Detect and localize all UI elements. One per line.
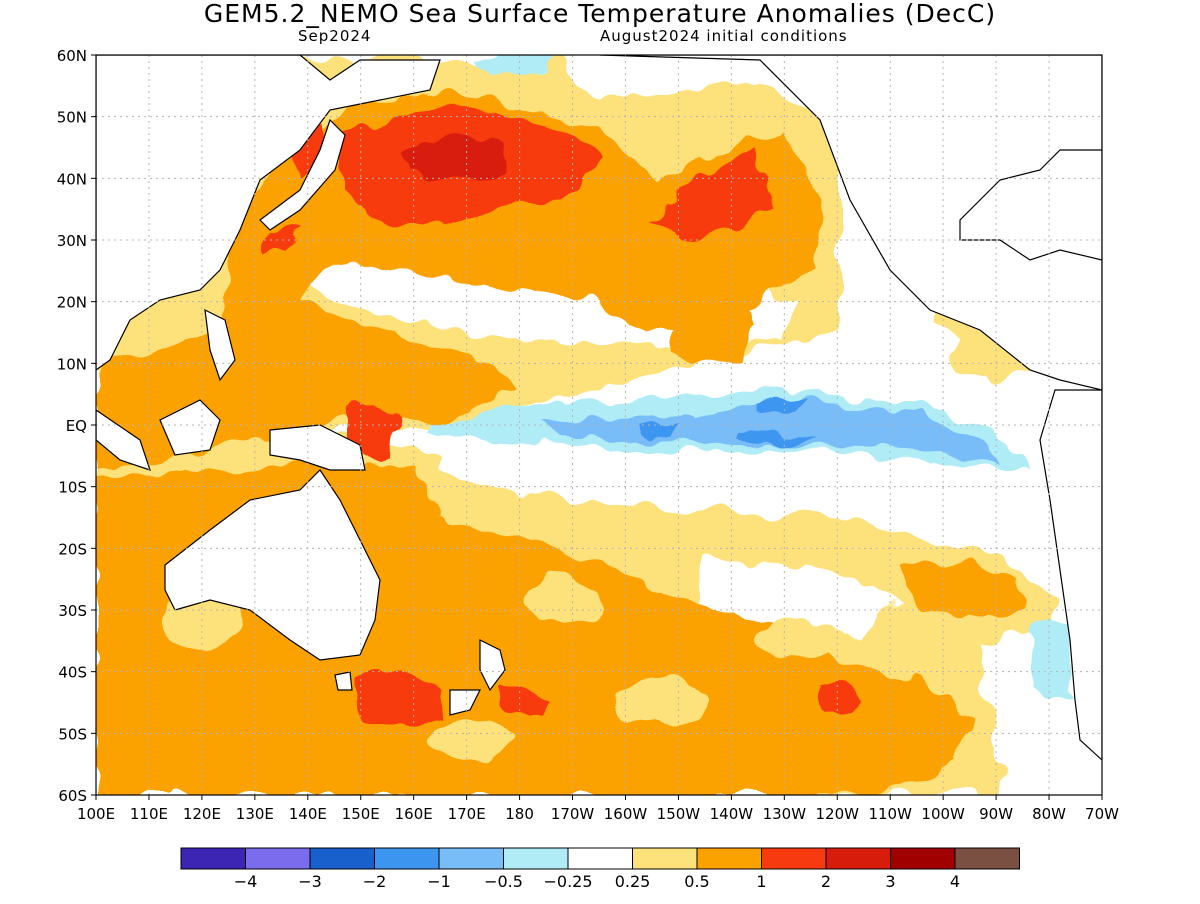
philippines (204, 308, 236, 382)
lat-tick-label: 30S (58, 602, 87, 620)
lon-tick-label: 150W (657, 805, 701, 823)
legend-label: 0.5 (684, 872, 709, 891)
asia-mainland (96, 55, 441, 371)
lat-tick-label: 20N (57, 294, 87, 312)
legend-swatch (309, 847, 375, 870)
lon-tick-label: 160W (604, 805, 648, 823)
legend-swatch (567, 847, 633, 870)
legend-label: −0.25 (543, 872, 592, 891)
lat-tick-label: 10N (57, 355, 87, 373)
legend-label: 3 (885, 872, 895, 891)
lon-tick-label: 150E (342, 805, 380, 823)
legend-label: 2 (821, 872, 831, 891)
south-america (1039, 389, 1102, 761)
legend-label: −2 (363, 872, 387, 891)
borneo (159, 399, 221, 456)
lon-tick-label: 110E (130, 805, 168, 823)
legend-label: −1 (427, 872, 451, 891)
map-title: GEM5.2_NEMO Sea Surface Temperature Anom… (203, 0, 997, 28)
lon-tick-label: 120E (183, 805, 221, 823)
legend-swatch (696, 847, 762, 870)
legend-label: −4 (234, 872, 258, 891)
lon-tick-label: 170E (448, 805, 486, 823)
lon-tick-label: 70W (1085, 805, 1119, 823)
australia (164, 469, 381, 661)
lon-tick-label: 140E (289, 805, 327, 823)
legend-label: 4 (950, 872, 960, 891)
legend-swatch (890, 847, 956, 870)
lat-tick-label: 50N (57, 109, 87, 127)
legend-label: 1 (756, 872, 766, 891)
lon-tick-label: 140W (710, 805, 754, 823)
legend-swatch (374, 847, 440, 870)
lat-tick-label: 40N (57, 170, 87, 188)
coastlines (96, 55, 1102, 761)
lon-tick-label: 100E (77, 805, 115, 823)
lon-tick-label: 130W (763, 805, 807, 823)
legend-label: −0.5 (484, 872, 523, 891)
legend-label: 0.25 (615, 872, 651, 891)
lat-tick-label: 50S (58, 725, 87, 743)
latitude-axis: 60N 50N 40N 30N 20N 10N EQ 10S 20S 30S 40S 50S 60S (57, 47, 96, 805)
legend-swatch (245, 847, 311, 870)
legend-swatch (503, 847, 569, 870)
legend-swatch (954, 847, 1020, 870)
new-guinea (269, 424, 366, 471)
lat-tick-label: 10S (58, 479, 87, 497)
new-zealand-south (449, 689, 481, 716)
japan (259, 118, 346, 231)
lon-tick-label: 120W (816, 805, 860, 823)
lat-tick-label: EQ (66, 417, 87, 435)
initial-conditions: August2024 initial conditions (600, 27, 848, 45)
lon-tick-label: 160E (395, 805, 433, 823)
legend-label: −3 (298, 872, 322, 891)
new-zealand-north (479, 639, 506, 692)
longitude-axis: 100E 110E 120E 130E 140E 150E 160E 170E 180 170W 1… (77, 795, 1119, 823)
lat-tick-label: 30N (57, 232, 87, 250)
lon-tick-label: 90W (979, 805, 1013, 823)
lon-tick-label: 180 (505, 805, 534, 823)
legend-swatch (180, 847, 246, 870)
lat-tick-label: 60N (57, 47, 87, 65)
legend-swatch (438, 847, 504, 870)
lon-tick-label: 130E (236, 805, 274, 823)
legend-swatch (632, 847, 698, 870)
lon-tick-label: 100W (921, 805, 965, 823)
legend-swatch (825, 847, 891, 870)
tasmania (334, 671, 353, 691)
lon-tick-label: 170W (551, 805, 595, 823)
lon-tick-label: 110W (868, 805, 912, 823)
color-legend: −4 −3 −2 −1 −0.5 −0.25 0.25 0.5 1 2 3 4 (180, 847, 1020, 891)
lon-tick-label: 80W (1032, 805, 1066, 823)
lat-tick-label: 60S (58, 787, 87, 805)
lat-tick-label: 40S (58, 664, 87, 682)
legend-swatch (761, 847, 827, 870)
forecast-month: Sep2024 (298, 27, 372, 45)
north-america (599, 55, 1102, 391)
lat-tick-label: 20S (58, 540, 87, 558)
